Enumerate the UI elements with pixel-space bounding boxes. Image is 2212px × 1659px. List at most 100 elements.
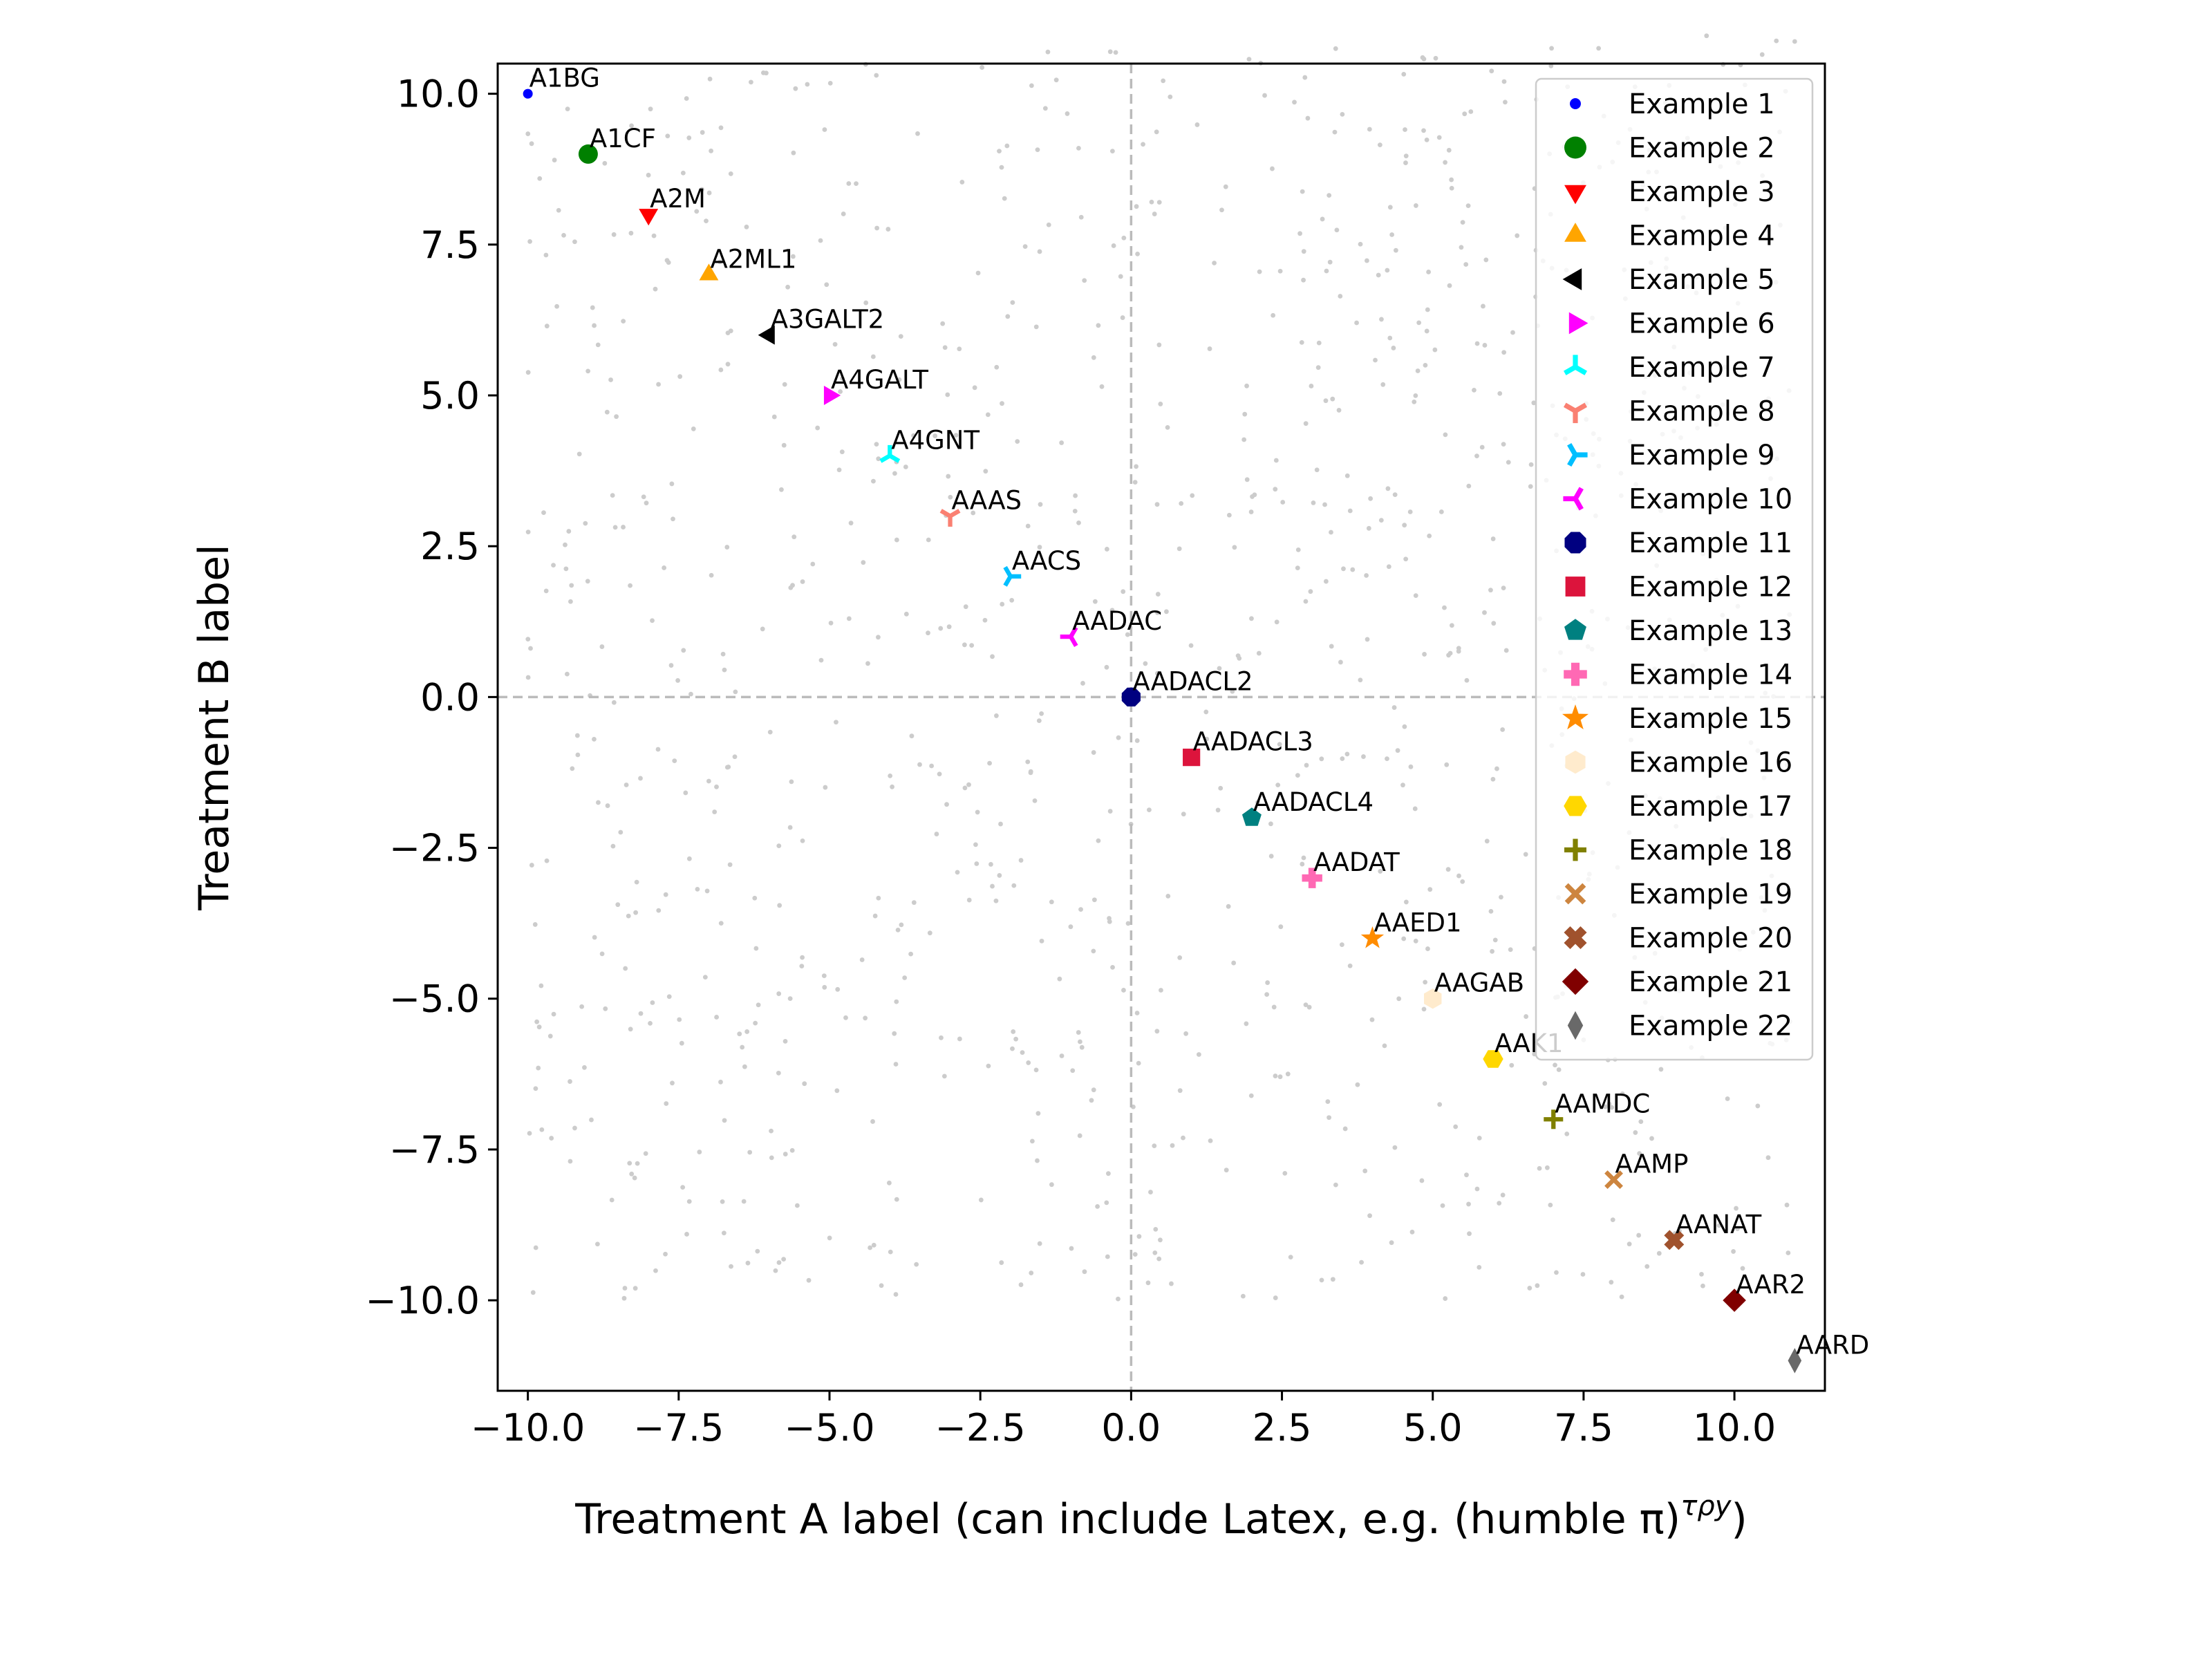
background-point bbox=[1499, 894, 1503, 900]
background-point bbox=[1011, 1029, 1016, 1034]
background-point bbox=[679, 1040, 684, 1046]
background-point bbox=[1510, 330, 1515, 335]
x-axis-ticks: −10.0 −7.5 −5.0 −2.5 0.0 2.5 5.0 7.5 10.0 bbox=[471, 1391, 1776, 1450]
background-point bbox=[1273, 1295, 1278, 1300]
background-point bbox=[1474, 341, 1480, 346]
background-point bbox=[1271, 312, 1276, 318]
background-point bbox=[1784, 1202, 1790, 1208]
background-point bbox=[1111, 243, 1116, 248]
background-point bbox=[1433, 55, 1438, 61]
background-point bbox=[725, 362, 731, 367]
background-point bbox=[1606, 1101, 1612, 1107]
background-point bbox=[1077, 1133, 1082, 1138]
point-label: AARD bbox=[1796, 1330, 1869, 1360]
background-point bbox=[1553, 1062, 1557, 1068]
background-point bbox=[1523, 852, 1528, 857]
background-point bbox=[846, 181, 852, 186]
background-point bbox=[944, 802, 949, 807]
background-point bbox=[1059, 1053, 1065, 1058]
legend-box bbox=[1535, 77, 1814, 1061]
background-point bbox=[1424, 328, 1430, 334]
background-point bbox=[1076, 520, 1081, 525]
background-point bbox=[1076, 145, 1081, 151]
background-point bbox=[773, 1268, 778, 1273]
background-point bbox=[1456, 873, 1461, 879]
background-point bbox=[1232, 545, 1237, 550]
background-point bbox=[871, 478, 876, 484]
background-point bbox=[1477, 1135, 1482, 1141]
point-label: AAGAB bbox=[1434, 968, 1524, 998]
background-point bbox=[1305, 115, 1311, 121]
background-point bbox=[876, 635, 881, 640]
background-point bbox=[1302, 75, 1308, 80]
background-point bbox=[1489, 68, 1494, 74]
y-tick-label: 5.0 bbox=[420, 374, 480, 418]
background-point bbox=[1366, 525, 1371, 531]
data-point bbox=[879, 444, 901, 463]
background-point bbox=[1207, 346, 1212, 351]
background-point bbox=[1217, 666, 1222, 671]
background-point bbox=[1080, 681, 1085, 686]
background-point bbox=[1037, 545, 1042, 550]
background-point bbox=[1125, 921, 1131, 926]
x-tick-label: −7.5 bbox=[633, 1406, 724, 1450]
background-point bbox=[902, 975, 908, 980]
background-point bbox=[525, 370, 531, 375]
background-point bbox=[787, 825, 793, 830]
x-axis-label: Treatment A label (can include Latex, e.… bbox=[574, 1490, 1747, 1544]
legend-entry-label: Example 4 bbox=[1629, 221, 1775, 252]
background-point bbox=[1419, 1178, 1425, 1183]
background-point bbox=[1158, 1237, 1163, 1243]
background-point bbox=[838, 389, 843, 394]
background-point bbox=[885, 227, 891, 232]
background-point bbox=[1246, 57, 1252, 62]
background-point bbox=[565, 106, 570, 112]
background-point bbox=[828, 620, 834, 626]
background-point bbox=[1377, 142, 1382, 148]
background-point bbox=[525, 637, 531, 642]
background-point bbox=[1449, 185, 1454, 191]
background-point bbox=[911, 433, 916, 438]
background-point bbox=[1358, 241, 1363, 247]
background-point bbox=[532, 74, 538, 79]
background-point bbox=[1385, 756, 1389, 762]
background-point bbox=[1392, 1145, 1398, 1150]
background-point bbox=[753, 1020, 758, 1026]
background-point bbox=[1231, 960, 1237, 966]
background-point bbox=[612, 525, 618, 530]
background-point bbox=[756, 1002, 761, 1008]
background-point bbox=[1314, 467, 1320, 473]
background-point bbox=[868, 1245, 872, 1250]
background-point bbox=[1237, 655, 1242, 661]
background-point bbox=[1038, 502, 1043, 507]
background-point bbox=[539, 1127, 545, 1132]
point-label: A2M bbox=[650, 184, 706, 214]
background-point bbox=[668, 663, 674, 668]
point-label: AADAT bbox=[1313, 847, 1400, 877]
background-point bbox=[1078, 907, 1083, 912]
background-point bbox=[1179, 500, 1184, 506]
legend: Example 1 Example 2 Example 3 Example 4 Exam… bbox=[1535, 77, 1814, 1061]
background-point bbox=[1344, 751, 1350, 757]
background-point bbox=[1465, 203, 1471, 209]
background-point bbox=[1068, 924, 1074, 930]
background-point bbox=[871, 1242, 877, 1248]
background-point bbox=[1000, 601, 1005, 607]
background-point bbox=[1619, 1294, 1624, 1300]
background-point bbox=[1544, 1165, 1550, 1170]
background-point bbox=[1610, 1217, 1615, 1223]
background-point bbox=[627, 1161, 632, 1166]
background-point bbox=[917, 762, 922, 767]
x-tick-label: −5.0 bbox=[784, 1406, 874, 1450]
background-point bbox=[611, 700, 617, 705]
background-point bbox=[1109, 149, 1115, 154]
background-point bbox=[790, 254, 796, 259]
legend-marker bbox=[1565, 750, 1586, 774]
background-point bbox=[929, 763, 935, 769]
reference-lines bbox=[498, 64, 1825, 1391]
background-point bbox=[1785, 1250, 1791, 1255]
background-point bbox=[1442, 605, 1447, 610]
background-point bbox=[656, 908, 662, 913]
background-point bbox=[1025, 759, 1031, 765]
background-point bbox=[537, 176, 543, 181]
